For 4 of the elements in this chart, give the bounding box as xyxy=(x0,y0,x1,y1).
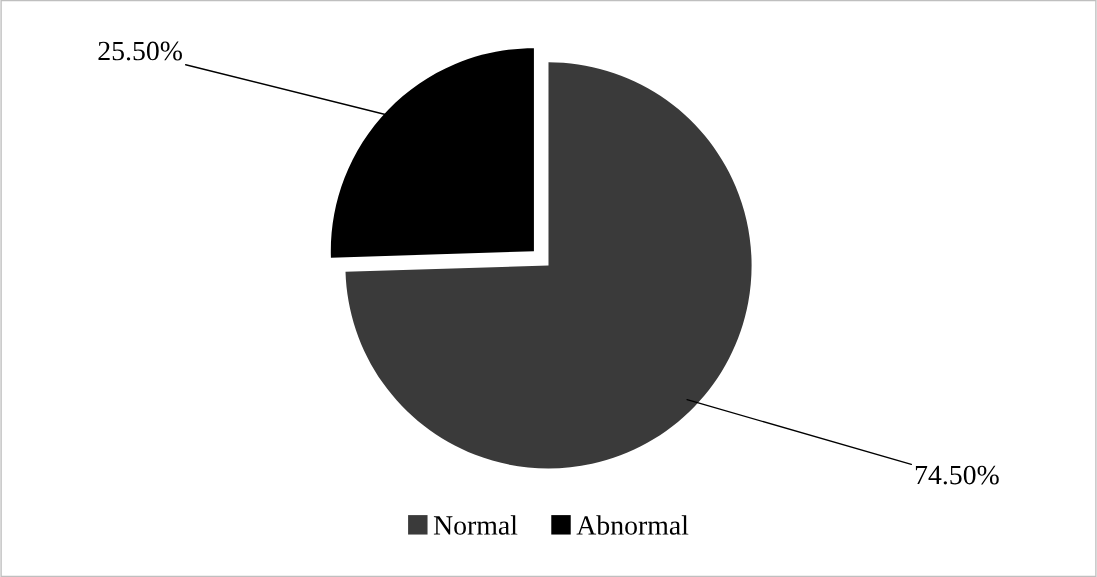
legend-label: Abnormal xyxy=(576,515,689,535)
data-label: 25.50% xyxy=(98,41,182,61)
data-label: 74.50% xyxy=(915,465,999,485)
legend-label: Normal xyxy=(433,515,518,535)
